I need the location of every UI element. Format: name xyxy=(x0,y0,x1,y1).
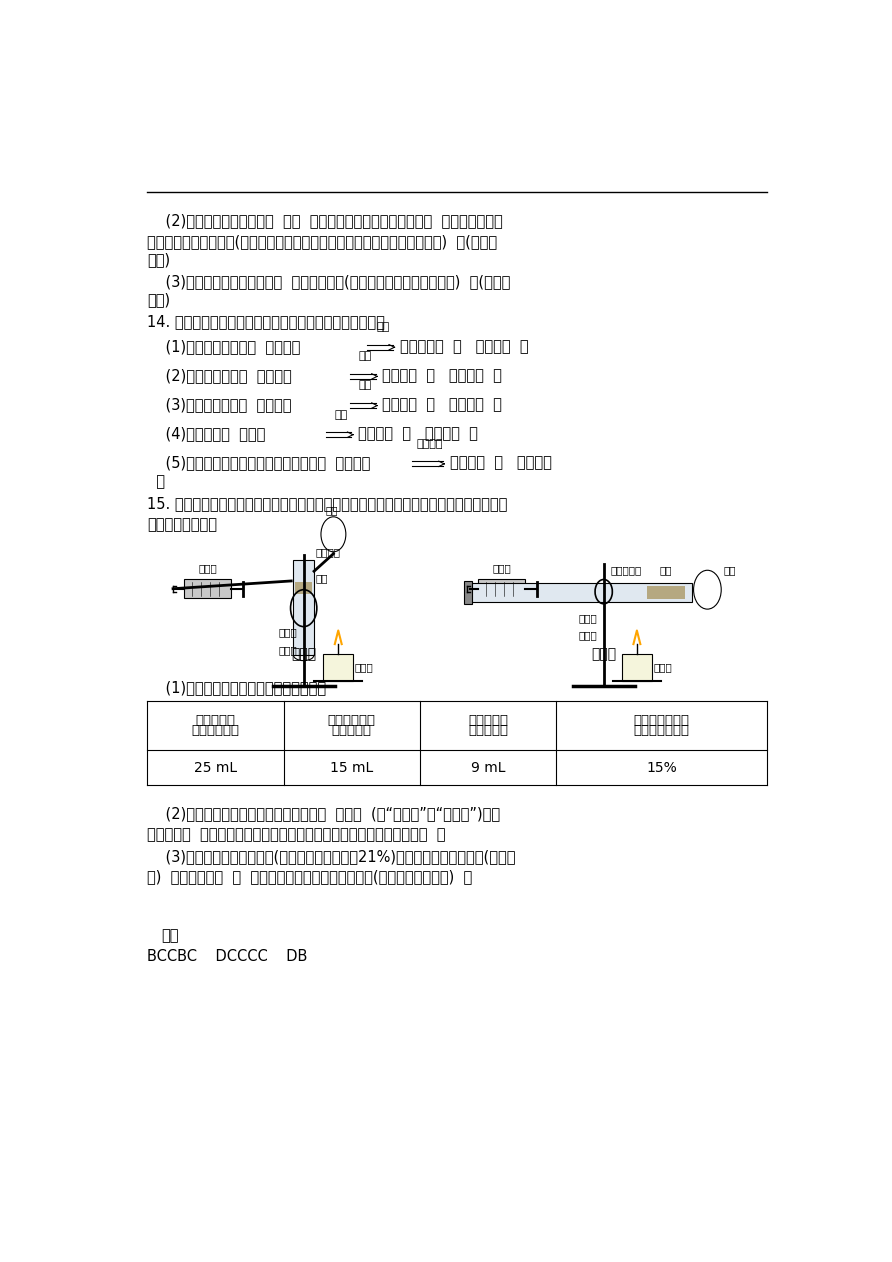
Text: BCCBC    DCCCC    DB: BCCBC DCCCC DB xyxy=(147,949,308,964)
Text: 即可): 即可) xyxy=(147,293,170,308)
Text: (1)铁丝在氧气中燃烧  铁＋氧气: (1)铁丝在氧气中燃烧 铁＋氧气 xyxy=(147,339,310,353)
Text: 反应后注射: 反应后注射 xyxy=(468,714,508,727)
Text: 二氧化碳  ，   化合反应  ；: 二氧化碳 ， 化合反应 ； xyxy=(383,369,502,384)
Text: (1)根据下表提供的实验数据，完成下表: (1)根据下表提供的实验数据，完成下表 xyxy=(147,680,326,695)
Bar xyxy=(622,654,652,681)
Text: 铜粉: 铜粉 xyxy=(660,565,673,575)
Text: 气球: 气球 xyxy=(723,565,736,575)
Text: 硬质玻璃管: 硬质玻璃管 xyxy=(195,714,235,727)
Text: 橡胶塞: 橡胶塞 xyxy=(578,613,597,623)
Text: 具支试管: 具支试管 xyxy=(316,548,341,558)
Text: 二氧化锰: 二氧化锰 xyxy=(417,439,443,449)
Bar xyxy=(478,579,524,598)
Text: (3)若实验测得的结果偏小(氧气的体积分数小于21%)，可能的原因有哪些？(列举两: (3)若实验测得的结果偏小(氧气的体积分数小于21%)，可能的原因有哪些？(列举… xyxy=(147,849,516,864)
Text: 取暖所用的煤的量增大(或冬季降雨偏少，雨水对空气中粉尘的冲刷作用减弱)  。(答一点: 取暖所用的煤的量增大(或冬季降雨偏少，雨水对空气中粉尘的冲刷作用减弱) 。(答一… xyxy=(147,233,498,249)
Text: 中空气的体积: 中空气的体积 xyxy=(192,724,240,737)
Text: (2)装置一和装置二中气球的位置不同，  装置二  (填“装置一”或“装置二”)更合: (2)装置一和装置二中气球的位置不同， 装置二 (填“装置一”或“装置二”)更合 xyxy=(147,806,500,822)
Text: 即可): 即可) xyxy=(147,252,170,268)
Text: 9 mL: 9 mL xyxy=(471,761,506,775)
Text: 注射器: 注射器 xyxy=(492,563,511,573)
Text: 装置二: 装置二 xyxy=(591,647,616,661)
Text: 氧气的体积分数: 氧气的体积分数 xyxy=(633,724,690,737)
Text: 二氧化硫  ，   化合反应  ；: 二氧化硫 ， 化合反应 ； xyxy=(383,398,502,413)
Bar xyxy=(648,586,685,599)
Text: 反应前注射器: 反应前注射器 xyxy=(328,714,376,727)
Text: 注射器: 注射器 xyxy=(198,563,217,573)
Text: 点燃: 点燃 xyxy=(359,351,372,361)
Text: (2)空气质量最差的季节是  冬季  ，你认为造成这种情况的原因是  冬天天气较冷，: (2)空气质量最差的季节是 冬季 ，你认为造成这种情况的原因是 冬天天气较冷， xyxy=(147,213,503,228)
Text: 理，理由是  能让空气更易流通，全部通过铜粉，使氧气与铜粉充分反应  。: 理，理由是 能让空气更易流通，全部通过铜粉，使氧气与铜粉充分反应 。 xyxy=(147,827,446,842)
Text: 点燃: 点燃 xyxy=(376,322,390,332)
Text: 硬质玻璃管: 硬质玻璃管 xyxy=(611,565,642,575)
Text: 加热: 加热 xyxy=(334,410,348,420)
Text: 。: 。 xyxy=(147,475,165,490)
Bar xyxy=(293,559,314,655)
Text: 装置一: 装置一 xyxy=(291,647,317,661)
Text: 铁架台: 铁架台 xyxy=(578,631,597,641)
Text: 15 mL: 15 mL xyxy=(330,761,374,775)
Text: 铜粉: 铜粉 xyxy=(316,573,328,583)
Text: 条)  铜粉的量不足  ；  未待装置完全冷却至室温就读数(其他合理答案也可)  。: 条) 铜粉的量不足 ； 未待装置完全冷却至室温就读数(其他合理答案也可) 。 xyxy=(147,870,473,885)
Text: 15. 实验是科学探究的重要方法。如图是测定空气中氧气含量实验的两套装置图，请结合图: 15. 实验是科学探究的重要方法。如图是测定空气中氧气含量实验的两套装置图，请结… xyxy=(147,496,508,511)
Text: 中空气体积: 中空气体积 xyxy=(332,724,372,737)
Text: (4)加热氧化汞  氧化汞: (4)加热氧化汞 氧化汞 xyxy=(147,427,275,442)
Text: 25 mL: 25 mL xyxy=(194,761,237,775)
Bar xyxy=(467,583,692,602)
Text: 答案: 答案 xyxy=(161,928,178,943)
Text: 15%: 15% xyxy=(646,761,677,775)
Text: 四氧化三铁  ，   化合反应  ；: 四氧化三铁 ， 化合反应 ； xyxy=(400,339,528,353)
Text: (3)硫在氧气中燃烧  硫＋氧气: (3)硫在氧气中燃烧 硫＋氧气 xyxy=(147,398,301,413)
Text: 器中气体积: 器中气体积 xyxy=(468,724,508,737)
Text: 气球: 气球 xyxy=(325,505,337,515)
Text: 点燃: 点燃 xyxy=(359,380,372,390)
Text: 铁架台: 铁架台 xyxy=(278,645,297,655)
Text: 示回答有关问题。: 示回答有关问题。 xyxy=(147,517,218,531)
Bar xyxy=(323,654,353,681)
Text: 酒精灯: 酒精灯 xyxy=(355,663,374,673)
Bar xyxy=(184,579,231,598)
Text: (2)碳在氧气中燃烧  碳＋氧气: (2)碳在氧气中燃烧 碳＋氧气 xyxy=(147,369,301,384)
Text: 橡胶塞: 橡胶塞 xyxy=(278,627,297,637)
Text: (5)用过氧化氢溶液和二氧化锰制取氧气  过氧化氢: (5)用过氧化氢溶液和二氧化锰制取氧气 过氧化氢 xyxy=(147,456,380,471)
Bar xyxy=(464,581,473,604)
Text: (3)可采取的有效防治措施是  使用清洁燃料(或大量植树造林等合理均可)  。(答一点: (3)可采取的有效防治措施是 使用清洁燃料(或大量植树造林等合理均可) 。(答一… xyxy=(147,274,511,289)
Circle shape xyxy=(694,570,722,610)
Circle shape xyxy=(321,517,346,551)
Text: 汞＋氧气  ，   分解反应  ；: 汞＋氧气 ， 分解反应 ； xyxy=(359,427,478,442)
Text: 实验测得空气中: 实验测得空气中 xyxy=(633,714,690,727)
Text: 酒精灯: 酒精灯 xyxy=(654,663,673,673)
Bar xyxy=(295,582,312,593)
Text: 水＋氧气  ，   分解反应: 水＋氧气 ， 分解反应 xyxy=(450,456,551,471)
Text: 14. 写出下列反应的文字表达式，并注明反应的基本类型。: 14. 写出下列反应的文字表达式，并注明反应的基本类型。 xyxy=(147,314,385,328)
